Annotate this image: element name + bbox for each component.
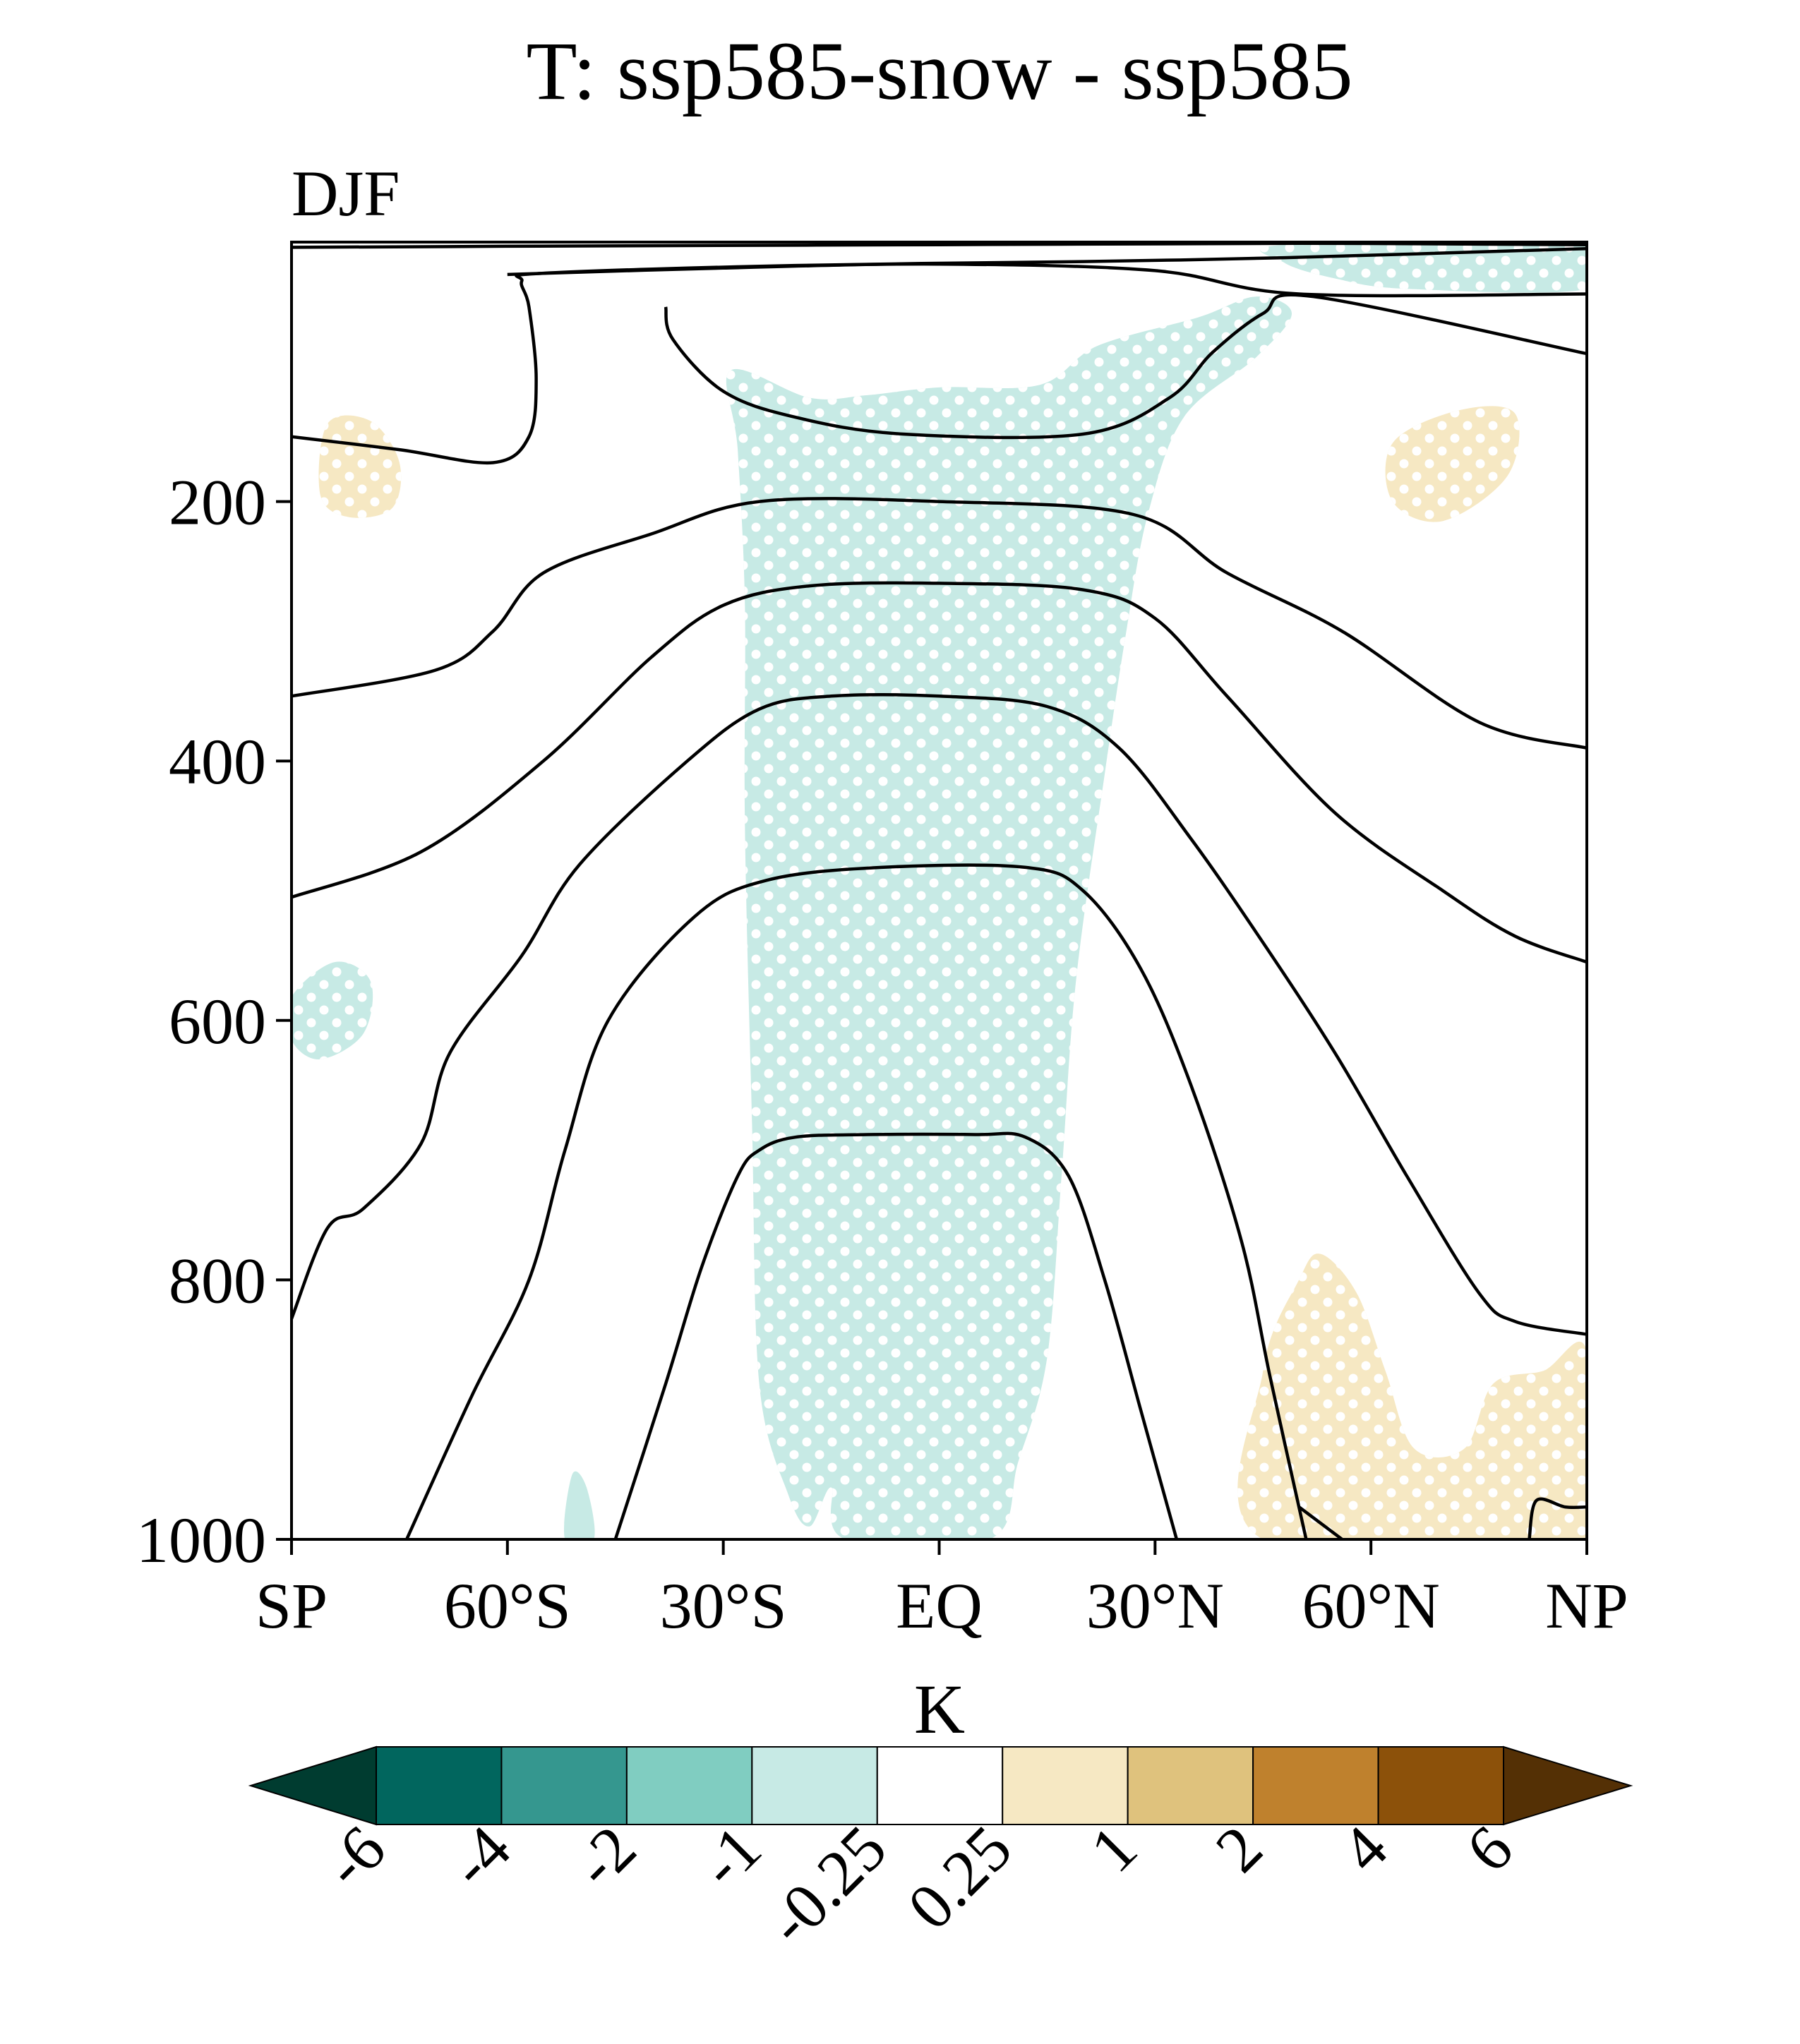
- stipple-sh-midlevel-cooling: [292, 961, 373, 1059]
- x-tick-label: 60°S: [444, 1570, 571, 1642]
- x-tick-label: EQ: [896, 1570, 983, 1642]
- contour-line: [292, 497, 1587, 750]
- x-tick-label: NP: [1545, 1570, 1628, 1642]
- stipple-tropical-cooling: [726, 296, 1292, 1539]
- colorbar-swatch: [751, 1746, 878, 1825]
- colorbar-swatch: [876, 1746, 1004, 1825]
- x-tick-label: 30°N: [1086, 1570, 1224, 1642]
- contour-line: [292, 242, 1587, 249]
- contour-line: [1297, 1505, 1343, 1539]
- colorbar-level-label: -0.25: [753, 1812, 900, 1959]
- stipple-sh-upper-warming: [318, 415, 402, 518]
- contour-line: [664, 293, 1587, 440]
- colorbar-swatch: [1252, 1746, 1379, 1825]
- x-tick-label: 60°N: [1302, 1570, 1440, 1642]
- colorbar-swatch: [625, 1746, 753, 1825]
- y-tick-label: 800: [169, 1244, 266, 1316]
- x-axis: SP 60°S 30°S EQ 30°N 60°N NP: [256, 1539, 1628, 1642]
- colorbar-swatch: [376, 1746, 503, 1825]
- colorbar-level-label: 0.25: [894, 1812, 1025, 1943]
- contour-line: [292, 581, 1587, 964]
- contour-line: [1528, 1497, 1587, 1539]
- shaded-region-sh-near-surface-cooling: [564, 1471, 595, 1539]
- colorbar: -6 -4 -2 -1-0.250.25 1 2 4 6: [248, 1745, 1633, 1959]
- y-tick-label: 1000: [136, 1504, 266, 1576]
- x-tick-label: SP: [256, 1570, 328, 1642]
- colorbar-label: K: [914, 1670, 965, 1748]
- colorbar-swatch: [1002, 1746, 1129, 1825]
- season-label: DJF: [292, 157, 400, 229]
- contour-line: [613, 1131, 1179, 1539]
- contour-line: [292, 246, 1587, 465]
- chart-title: T: ssp585-snow - ssp585: [527, 25, 1353, 117]
- stipple-nh-low-level-warming: [1237, 1254, 1587, 1539]
- colorbar-swatch: [1127, 1746, 1254, 1825]
- stipple-nh-upper-warming: [1385, 406, 1520, 522]
- y-tick-label: 600: [169, 985, 266, 1057]
- x-tick-label: 30°S: [660, 1570, 787, 1642]
- colorbar-under-arrow: [248, 1745, 377, 1826]
- y-axis: 200 400 600 800 1000: [136, 467, 292, 1576]
- y-tick-label: 400: [169, 726, 266, 798]
- colorbar-over-arrow: [1503, 1745, 1633, 1826]
- contour-line: [292, 692, 1587, 1336]
- y-tick-label: 200: [169, 467, 266, 539]
- shaded-anomaly-regions: [292, 242, 1587, 1539]
- climatology-contours: [292, 242, 1587, 1539]
- colorbar-swatch: [1377, 1746, 1504, 1825]
- stipple-upper-north-cooling: [1260, 242, 1587, 293]
- colorbar-swatch: [500, 1746, 628, 1825]
- contour-line: [405, 863, 1308, 1539]
